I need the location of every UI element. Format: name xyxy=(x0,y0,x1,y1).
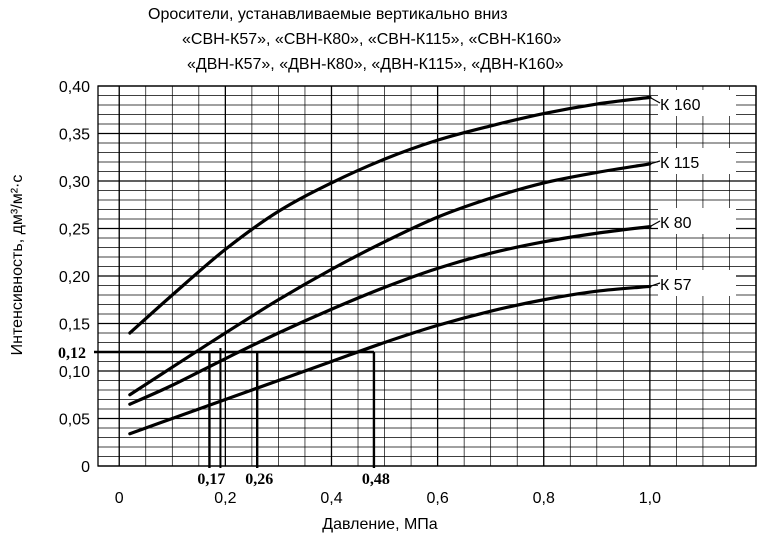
x-tick-label: 0,6 xyxy=(426,490,448,507)
pressure-reading-label: 0,26 xyxy=(245,471,273,488)
series-label: К 57 xyxy=(660,277,692,294)
series-label-leader xyxy=(649,220,661,228)
x-tick-label: 0 xyxy=(115,490,124,507)
major-grid xyxy=(97,85,757,467)
pressure-reading-label: 0,48 xyxy=(362,471,390,488)
chart-title-line-3: «ДВН-К57», «ДВН-К80», «ДВН-К115», «ДВН-К… xyxy=(187,56,564,73)
series-line-1 xyxy=(128,162,652,397)
series-label-leader xyxy=(649,96,661,104)
y-tick-label: 0,05 xyxy=(59,412,90,429)
series-label-bg xyxy=(658,90,736,116)
axis-labels: Давление, МПа Интенсивность, дм³/м²·с 00… xyxy=(9,79,661,533)
x-axis-label: Давление, МПа xyxy=(322,516,437,533)
series-label-bg xyxy=(658,208,736,234)
y-tick-label: 0,10 xyxy=(59,364,90,381)
series-line-0 xyxy=(128,95,652,335)
y-tick-label: 0 xyxy=(81,459,90,476)
y-tick-label: 0,40 xyxy=(59,79,90,96)
series-label-bg xyxy=(658,270,736,296)
x-tick-label: 1,0 xyxy=(639,490,661,507)
x-tick-label: 0,2 xyxy=(214,490,236,507)
x-tick-label: 0,4 xyxy=(320,490,342,507)
series-line-2 xyxy=(128,225,652,406)
chart-title-line-2: «СВН-К57», «СВН-К80», «СВН-К115», «СВН-К… xyxy=(182,31,562,48)
y-tick-label: 0,15 xyxy=(59,317,90,334)
y-tick-label: 0,20 xyxy=(59,269,90,286)
x-tick-label: 0,8 xyxy=(533,490,555,507)
series-label: К 115 xyxy=(660,155,699,172)
chart-title-line-1: Оросители, устанавливаемые вертикально в… xyxy=(148,6,508,23)
series-label-leader xyxy=(649,282,661,288)
series-label: К 160 xyxy=(660,97,701,114)
pressure-reading-label: 0,17 xyxy=(197,471,225,488)
series-label-bg xyxy=(658,148,736,174)
y-tick-label: 0,35 xyxy=(59,127,90,144)
series-line-3 xyxy=(128,284,652,436)
y-tick-label: 0,30 xyxy=(59,174,90,191)
y-axis-label: Интенсивность, дм³/м²·с xyxy=(9,175,26,356)
series-label-leader xyxy=(649,160,661,165)
y-tick-label: 0,25 xyxy=(59,222,90,239)
intensity-reading-label: 0,12 xyxy=(58,345,86,362)
reading-annotations: 0,12 0,17 0,26 0,48 xyxy=(58,345,390,488)
series-label: К 80 xyxy=(660,215,692,232)
plot-frame xyxy=(97,85,757,467)
